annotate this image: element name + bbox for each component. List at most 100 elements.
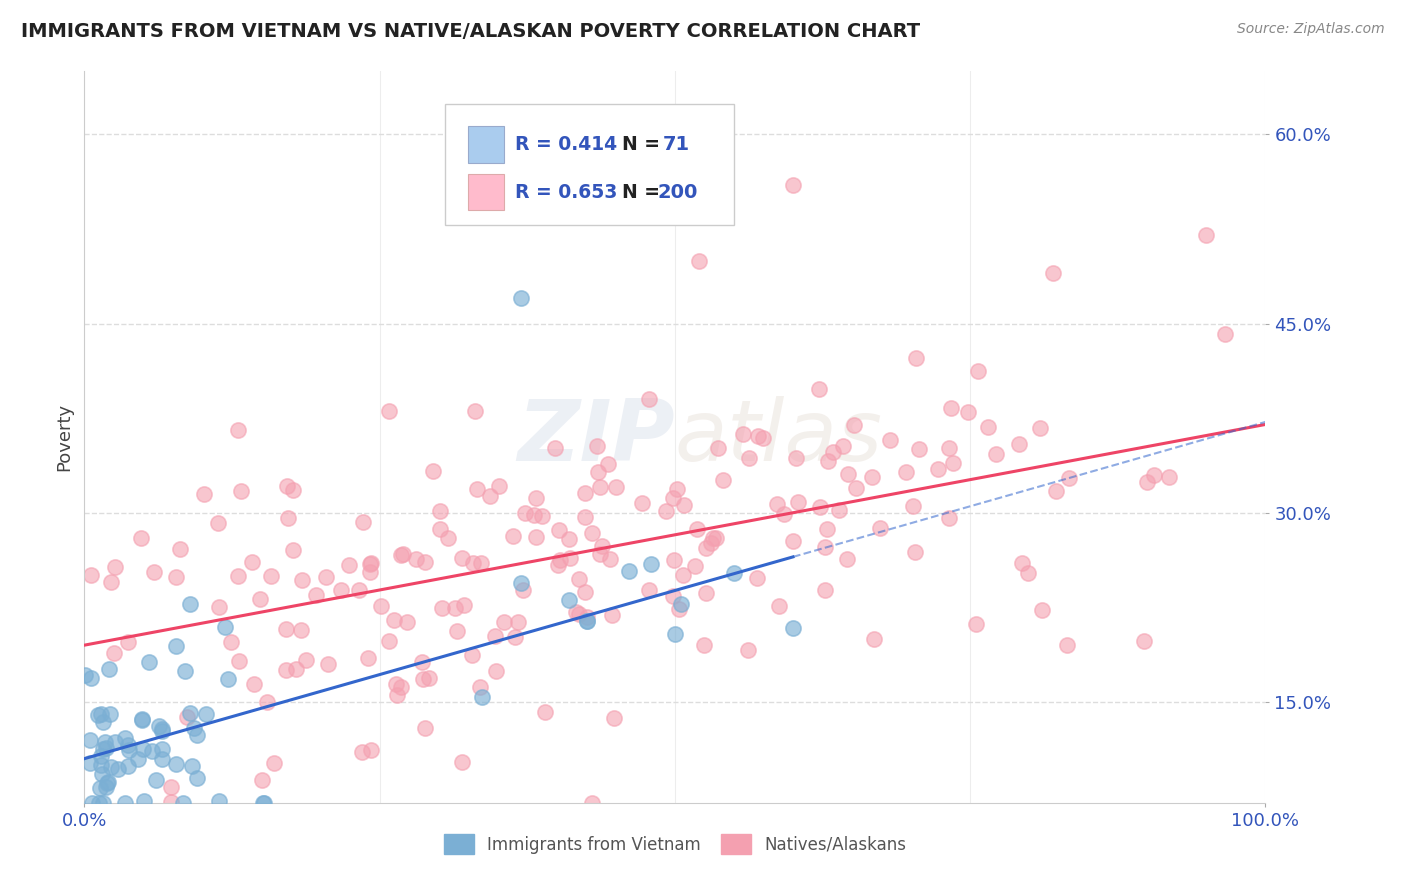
Point: [281, 483, 304, 497]
Point: [581, 796, 603, 810]
Point: [316, 657, 339, 671]
Point: [603, 711, 626, 725]
Point: [114, 796, 136, 810]
Point: [276, 479, 298, 493]
Point: [411, 656, 433, 670]
Point: [942, 456, 965, 470]
Point: [263, 756, 285, 770]
Point: [107, 762, 129, 776]
Point: [330, 583, 353, 598]
Point: [389, 680, 412, 694]
Point: [169, 541, 191, 556]
Point: [148, 719, 170, 733]
Point: [524, 531, 547, 545]
Point: [413, 721, 436, 735]
Point: [276, 663, 298, 677]
Point: [586, 465, 609, 479]
Point: [117, 738, 139, 752]
Point: [450, 551, 472, 566]
Point: [638, 392, 661, 406]
Point: [845, 482, 868, 496]
Point: [142, 565, 165, 579]
Point: [1059, 471, 1081, 485]
Point: [359, 557, 381, 571]
Point: [786, 494, 808, 508]
Point: [260, 568, 283, 582]
Point: [547, 523, 569, 537]
Point: [589, 547, 612, 561]
Point: [1157, 470, 1180, 484]
Point: [418, 671, 440, 685]
Point: [360, 743, 382, 757]
Point: [80, 671, 103, 685]
Point: [249, 592, 271, 607]
Point: [172, 796, 194, 810]
Point: [114, 731, 136, 745]
Point: [1195, 228, 1218, 243]
Point: [512, 583, 534, 598]
Point: [240, 555, 263, 569]
Bar: [468, 127, 503, 163]
Point: [731, 427, 754, 442]
Point: [465, 482, 488, 496]
Point: [711, 473, 734, 487]
Point: [470, 556, 492, 570]
Point: [276, 622, 298, 636]
Text: ZIP: ZIP: [517, 395, 675, 479]
Point: [484, 664, 506, 678]
Point: [186, 728, 208, 742]
Point: [165, 756, 187, 771]
Point: [75, 668, 97, 682]
Point: [683, 558, 706, 573]
Point: [693, 639, 716, 653]
Point: [785, 451, 807, 466]
Text: atlas: atlas: [675, 395, 883, 479]
Point: [723, 566, 745, 581]
Point: [492, 615, 515, 629]
Point: [165, 570, 187, 584]
Point: [752, 431, 775, 445]
Point: [558, 551, 581, 566]
Point: [688, 253, 710, 268]
Point: [814, 582, 837, 597]
Point: [450, 755, 472, 769]
Point: [904, 545, 927, 559]
Point: [150, 724, 173, 739]
Point: [1031, 603, 1053, 617]
Point: [94, 780, 117, 795]
Point: [695, 585, 717, 599]
Point: [378, 634, 401, 648]
Point: [662, 553, 685, 567]
Point: [901, 499, 924, 513]
Point: [193, 486, 215, 500]
Point: [576, 614, 599, 628]
Point: [138, 655, 160, 669]
Point: [662, 491, 685, 505]
Point: [575, 614, 598, 628]
Point: [152, 741, 174, 756]
Point: [704, 531, 727, 545]
Point: [131, 742, 153, 756]
Point: [782, 178, 804, 192]
Point: [957, 405, 980, 419]
Point: [544, 441, 567, 455]
Point: [422, 464, 444, 478]
Point: [150, 722, 173, 736]
Point: [337, 558, 360, 572]
Point: [965, 617, 987, 632]
Text: R = 0.414: R = 0.414: [516, 135, 617, 154]
Point: [79, 568, 101, 582]
Point: [291, 573, 314, 587]
Point: [510, 291, 533, 305]
Point: [97, 662, 120, 676]
Point: [1029, 421, 1052, 435]
Point: [444, 601, 467, 615]
Point: [256, 695, 278, 709]
Point: [1213, 327, 1236, 342]
Point: [228, 653, 250, 667]
Text: R = 0.653: R = 0.653: [516, 183, 617, 202]
Point: [117, 758, 139, 772]
Point: [141, 744, 163, 758]
Point: [479, 489, 502, 503]
Point: [879, 433, 901, 447]
